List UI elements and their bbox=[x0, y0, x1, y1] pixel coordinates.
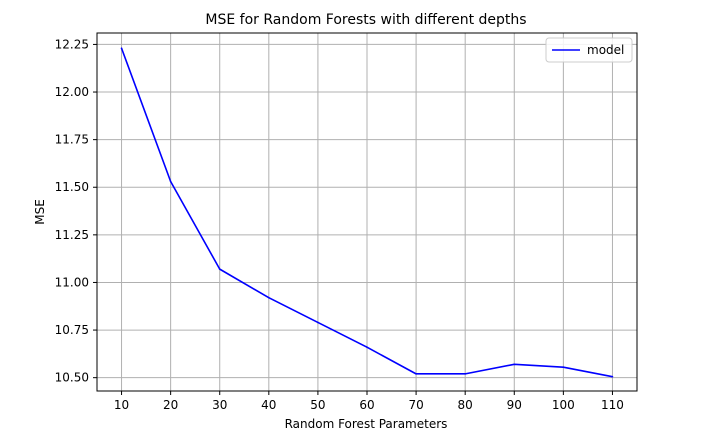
y-tick-label: 12.00 bbox=[55, 85, 89, 99]
x-tick-label: 110 bbox=[601, 398, 624, 412]
y-tick-label: 11.75 bbox=[55, 133, 89, 147]
data-point bbox=[218, 268, 221, 270]
legend-label-model: model bbox=[587, 43, 624, 57]
x-tick-label: 80 bbox=[458, 398, 473, 412]
y-axis-label: MSE bbox=[33, 199, 47, 225]
series-layer bbox=[120, 47, 614, 378]
data-point bbox=[317, 321, 319, 324]
grid bbox=[97, 33, 637, 391]
x-tick-label: 10 bbox=[114, 398, 129, 412]
x-tick-label: 40 bbox=[261, 398, 276, 412]
y-tick-label: 11.25 bbox=[55, 228, 89, 242]
legend: model bbox=[545, 37, 633, 63]
y-tick-label: 10.50 bbox=[55, 371, 89, 385]
data-point bbox=[513, 363, 516, 366]
data-point bbox=[120, 47, 123, 50]
x-axis-ticks: 10 20 30 40 50 60 70 80 90 100 110 bbox=[114, 391, 624, 412]
data-point bbox=[464, 373, 466, 375]
data-point bbox=[268, 296, 270, 299]
data-point bbox=[611, 375, 614, 378]
x-tick-label: 20 bbox=[163, 398, 178, 412]
legend-box bbox=[545, 37, 633, 63]
x-tick-label: 100 bbox=[552, 398, 575, 412]
chart-title: MSE for Random Forests with different de… bbox=[205, 12, 526, 28]
y-tick-label: 11.50 bbox=[55, 180, 89, 194]
data-point bbox=[415, 373, 417, 375]
x-tick-label: 60 bbox=[359, 398, 374, 412]
data-point bbox=[366, 346, 368, 349]
y-tick-label: 10.75 bbox=[55, 323, 89, 337]
y-tick-label: 11.00 bbox=[55, 275, 89, 289]
y-tick-label: 12.25 bbox=[55, 37, 89, 51]
data-point bbox=[169, 180, 172, 183]
x-axis-label: Random Forest Parameters bbox=[285, 417, 448, 431]
x-tick-label: 90 bbox=[507, 398, 522, 412]
data-point bbox=[562, 366, 565, 368]
x-tick-label: 70 bbox=[408, 398, 423, 412]
x-tick-label: 30 bbox=[212, 398, 227, 412]
x-tick-label: 50 bbox=[310, 398, 325, 412]
y-axis-ticks: 10.50 10.75 11.00 11.25 11.50 11.75 12.00 12.25 bbox=[55, 37, 97, 385]
